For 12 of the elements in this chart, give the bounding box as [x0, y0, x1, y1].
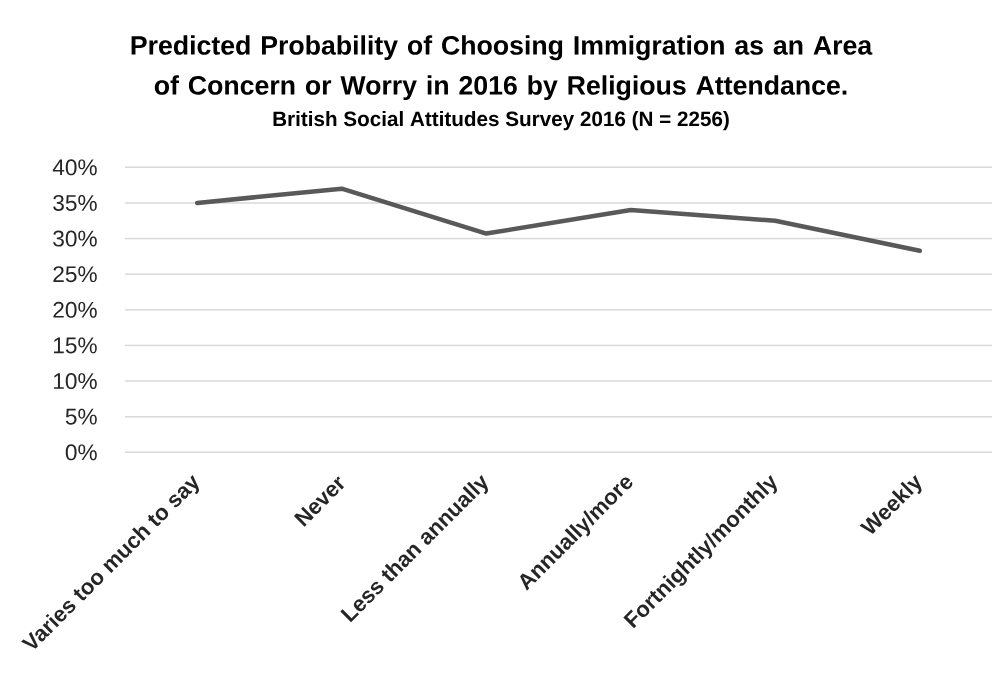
line-series: [194, 186, 923, 253]
y-tick-label: 20%: [53, 301, 97, 318]
chart-subtitle: British Social Attitudes Survey 2016 (N = 2256): [273, 111, 729, 131]
y-tick-label: 40%: [52, 159, 97, 176]
y-tick-label: 35%: [53, 194, 97, 211]
chart-title: Predicted Probability of Choosing Immigration as an Area of Concern or Worry in 2016 by Religious Attendance.: [131, 35, 873, 101]
y-tick-label: 10%: [53, 373, 97, 390]
y-tick-label: 30%: [53, 230, 97, 247]
y-tick-label: 0%: [65, 444, 97, 461]
y-tick-label: 25%: [53, 266, 97, 283]
y-tick-label: 5%: [65, 408, 97, 425]
y-tick-label: 15%: [53, 337, 97, 354]
